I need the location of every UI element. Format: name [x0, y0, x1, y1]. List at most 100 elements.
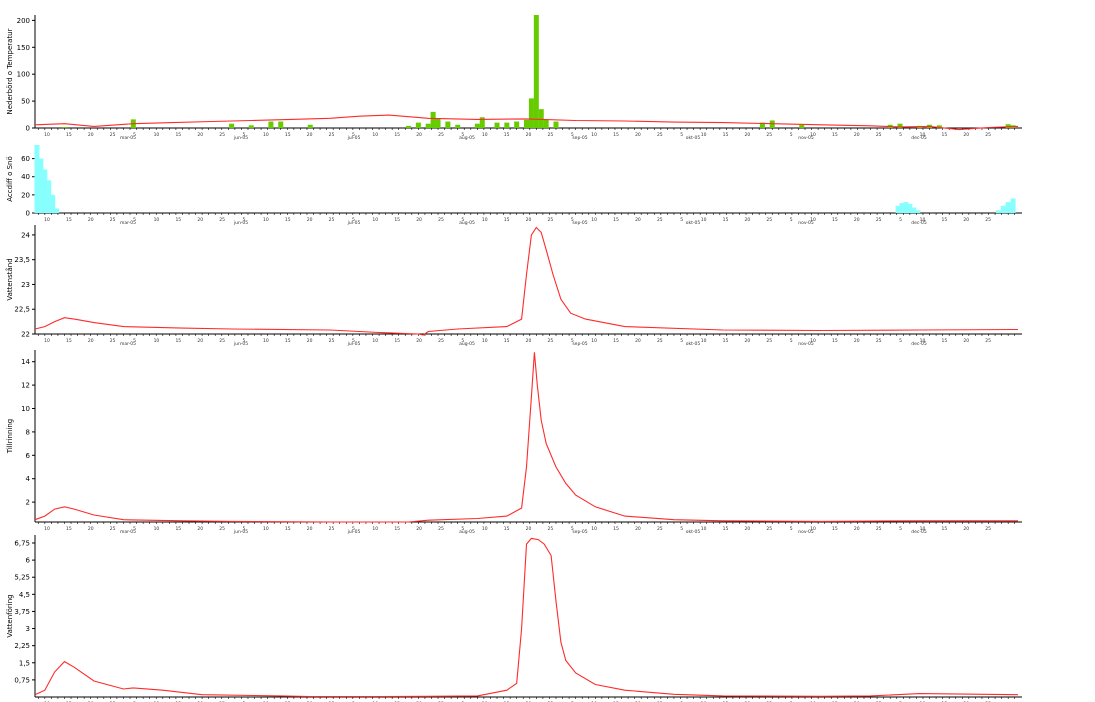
y-tick-label: 8 [26, 428, 30, 436]
x-day-tick-label: 10 [591, 526, 597, 532]
x-day-tick-label: 15 [723, 217, 729, 223]
x-month-label: nov-05 [798, 135, 814, 141]
x-month-label: nov-05 [798, 220, 814, 226]
x-day-tick-label: 10 [920, 217, 926, 223]
y-axis-label: Vattenföring [6, 594, 14, 637]
x-day-tick-label: 25 [110, 132, 116, 138]
x-month-label: okt-05 [686, 529, 701, 535]
y-axis-label: Tillrinning [6, 419, 14, 454]
x-day-tick-label: 10 [154, 526, 160, 532]
x-day-tick-label: 20 [744, 132, 750, 138]
bar [1005, 202, 1011, 213]
x-day-tick-label: 25 [438, 338, 444, 344]
x-day-tick-label: 10 [920, 526, 926, 532]
x-day-tick-label: 25 [766, 217, 772, 223]
x-day-tick-label: 25 [766, 526, 772, 532]
x-day-tick-label: 10 [263, 526, 269, 532]
x-day-tick-label: 5 [790, 338, 793, 344]
x-day-tick-label: 25 [329, 526, 335, 532]
bar [415, 122, 421, 128]
x-day-tick-label: 20 [744, 338, 750, 344]
bar [543, 119, 549, 128]
x-month-label: aug-05 [459, 220, 475, 226]
x-day-tick-label: 25 [548, 132, 554, 138]
x-day-tick-label: 10 [263, 338, 269, 344]
x-day-tick-label: 25 [657, 132, 663, 138]
x-day-tick-label: 15 [175, 526, 181, 532]
x-day-tick-label: 25 [548, 526, 554, 532]
y-tick-label: 60 [21, 155, 30, 163]
x-day-tick-label: 15 [832, 132, 838, 138]
x-day-tick-label: 10 [372, 217, 378, 223]
x-month-label: sep-05 [572, 220, 587, 226]
x-day-tick-label: 20 [963, 338, 969, 344]
x-day-tick-label: 15 [613, 217, 619, 223]
x-day-tick-label: 20 [526, 526, 532, 532]
x-day-tick-label: 25 [985, 132, 991, 138]
y-tick-label: 3 [26, 625, 30, 633]
x-month-label: nov-05 [798, 529, 814, 535]
x-day-tick-label: 15 [832, 217, 838, 223]
y-tick-label: 2,25 [14, 642, 30, 650]
x-day-tick-label: 20 [307, 132, 313, 138]
x-day-tick-label: 20 [854, 132, 860, 138]
x-day-tick-label: 5 [133, 132, 136, 138]
x-day-tick-label: 5 [461, 338, 464, 344]
bar [995, 210, 1001, 213]
x-day-tick-label: 10 [591, 217, 597, 223]
x-day-tick-label: 10 [701, 217, 707, 223]
x-day-tick-label: 20 [744, 217, 750, 223]
x-month-label: aug-05 [459, 135, 475, 141]
series-line [34, 537, 1019, 698]
x-day-tick-label: 15 [175, 217, 181, 223]
x-day-tick-label: 15 [941, 132, 947, 138]
y-tick-label: 12 [21, 382, 30, 390]
x-day-tick-label: 20 [635, 132, 641, 138]
x-day-tick-label: 5 [899, 132, 902, 138]
x-day-tick-label: 10 [482, 217, 488, 223]
x-month-label: dec-05 [911, 341, 927, 347]
x-day-tick-label: 10 [44, 338, 50, 344]
bar [229, 123, 235, 128]
x-day-tick-label: 20 [416, 132, 422, 138]
x-day-tick-label: 5 [461, 217, 464, 223]
x-day-tick-label: 25 [438, 132, 444, 138]
x-day-tick-label: 5 [790, 217, 793, 223]
x-day-tick-label: 20 [416, 217, 422, 223]
x-day-tick-label: 25 [329, 338, 335, 344]
y-tick-label: 0,75 [14, 676, 30, 684]
x-day-tick-label: 25 [766, 132, 772, 138]
x-month-label: jul-05 [347, 220, 361, 226]
x-day-tick-label: 20 [197, 217, 203, 223]
x-day-tick-label: 15 [832, 526, 838, 532]
bar [54, 208, 60, 213]
bar [445, 121, 451, 128]
x-month-label: dec-05 [911, 220, 927, 226]
y-tick-label: 0 [26, 210, 30, 218]
x-day-tick-label: 15 [175, 338, 181, 344]
bar [479, 117, 485, 128]
x-day-tick-label: 25 [548, 217, 554, 223]
x-day-tick-label: 20 [526, 132, 532, 138]
x-day-tick-label: 15 [504, 217, 510, 223]
x-day-tick-label: 15 [504, 132, 510, 138]
x-day-tick-label: 5 [899, 338, 902, 344]
x-day-tick-label: 5 [899, 217, 902, 223]
x-day-tick-label: 15 [613, 338, 619, 344]
x-day-tick-label: 10 [44, 217, 50, 223]
x-day-tick-label: 20 [635, 338, 641, 344]
x-day-tick-label: 20 [307, 217, 313, 223]
bar [936, 125, 942, 128]
x-day-tick-label: 10 [482, 338, 488, 344]
x-day-tick-label: 15 [723, 526, 729, 532]
y-tick-label: 1,5 [19, 659, 30, 667]
x-day-tick-label: 20 [88, 132, 94, 138]
bar [799, 124, 805, 128]
bar [514, 121, 520, 128]
bar [494, 122, 500, 128]
x-day-tick-label: 10 [263, 132, 269, 138]
x-day-tick-label: 20 [197, 526, 203, 532]
x-day-tick-label: 15 [66, 338, 72, 344]
x-day-tick-label: 15 [613, 526, 619, 532]
x-day-tick-label: 25 [766, 338, 772, 344]
